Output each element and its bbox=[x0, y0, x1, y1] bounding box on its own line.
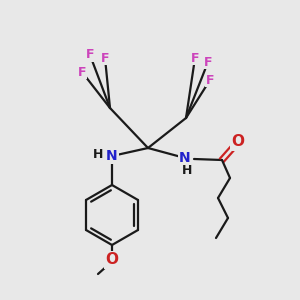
Text: F: F bbox=[191, 52, 199, 64]
Text: F: F bbox=[101, 52, 109, 64]
Text: N: N bbox=[106, 149, 118, 163]
Text: F: F bbox=[204, 56, 212, 68]
Text: N: N bbox=[179, 151, 191, 165]
Text: H: H bbox=[182, 164, 192, 176]
Text: O: O bbox=[232, 134, 244, 149]
Text: H: H bbox=[93, 148, 103, 160]
Text: F: F bbox=[206, 74, 214, 86]
Text: F: F bbox=[78, 65, 86, 79]
Text: F: F bbox=[86, 49, 94, 62]
Text: O: O bbox=[106, 253, 118, 268]
